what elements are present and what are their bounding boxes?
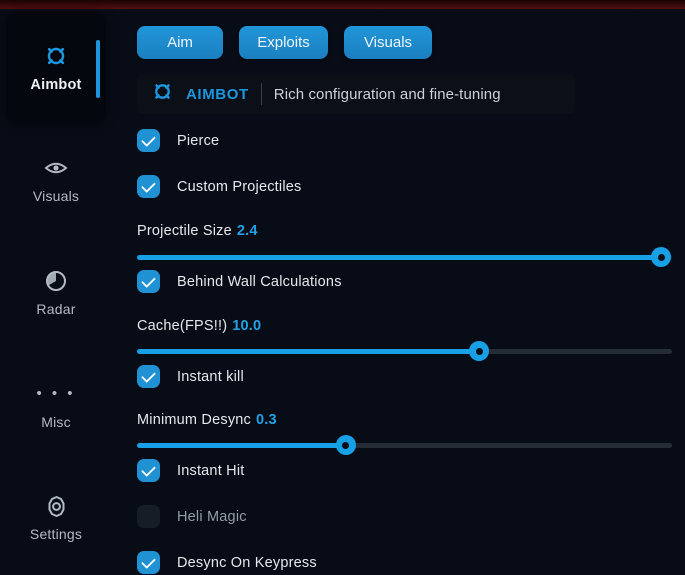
sidebar-item-radar[interactable]: Radar xyxy=(0,268,112,317)
slider-fill xyxy=(137,435,356,455)
slider-thumb[interactable] xyxy=(651,247,672,267)
projectile-size-slider[interactable] xyxy=(137,247,672,267)
checkbox-label: Instant Hit xyxy=(177,462,245,479)
top-red-strip xyxy=(0,0,685,9)
tab-visuals[interactable]: Visuals xyxy=(344,26,432,59)
slider-thumb[interactable] xyxy=(335,435,356,455)
slider-track[interactable] xyxy=(137,247,672,267)
sidebar-item-visuals[interactable]: Visuals xyxy=(0,155,112,204)
checkbox-custom-projectiles[interactable]: Custom Projectiles xyxy=(137,175,301,198)
main-panel: Aim Exploits Visuals AIMBOT Rich configu… xyxy=(137,0,673,575)
check-icon xyxy=(141,461,156,477)
checkbox-box[interactable] xyxy=(137,175,160,198)
slider-value: 0.3 xyxy=(256,412,277,428)
slider-label-minimum-desync: Minimum Desync 0.3 xyxy=(137,412,277,428)
slider-value: 2.4 xyxy=(236,223,258,239)
checkbox-pierce[interactable]: Pierce xyxy=(137,129,219,152)
checkbox-heli-magic[interactable]: Heli Magic xyxy=(137,505,247,528)
tab-aim[interactable]: Aim xyxy=(137,26,223,59)
sidebar-item-label: Settings xyxy=(29,526,83,542)
section-title: AIMBOT xyxy=(186,85,249,103)
slider-track[interactable] xyxy=(137,435,672,455)
sidebar-item-settings[interactable]: Settings xyxy=(0,493,112,542)
slider-thumb[interactable] xyxy=(469,341,490,361)
sidebar-item-label: Visuals xyxy=(32,188,80,204)
checkbox-box[interactable] xyxy=(137,551,160,574)
divider xyxy=(260,83,262,105)
cache-fps-slider[interactable] xyxy=(137,341,672,361)
slider-label-cache: Cache(FPS!!) 10.0 xyxy=(137,318,261,334)
slider-track[interactable] xyxy=(137,341,672,361)
check-icon xyxy=(141,272,156,288)
checkbox-desync-on-keypress[interactable]: Desync On Keypress xyxy=(137,551,317,574)
section-header: AIMBOT Rich configuration and fine-tunin… xyxy=(137,74,575,114)
radar-icon xyxy=(43,268,69,294)
slider-fill xyxy=(137,341,490,361)
slider-value: 10.0 xyxy=(232,318,262,334)
sidebar: Aimbot Visuals Radar • • • Misc xyxy=(0,9,118,575)
tab-bar: Aim Exploits Visuals xyxy=(137,26,432,59)
sidebar-item-misc[interactable]: • • • Misc xyxy=(0,381,112,430)
eye-icon xyxy=(43,155,69,181)
sidebar-item-label: Misc xyxy=(41,414,71,430)
sidebar-item-aimbot[interactable]: Aimbot xyxy=(7,12,105,124)
checkbox-behind-wall-calculations[interactable]: Behind Wall Calculations xyxy=(137,270,342,293)
checkbox-label: Instant kill xyxy=(177,368,244,385)
crosshair-icon xyxy=(151,80,174,108)
slider-fill xyxy=(137,247,672,267)
checkbox-label: Pierce xyxy=(177,132,220,149)
checkbox-box[interactable] xyxy=(137,459,160,482)
checkbox-instant-hit[interactable]: Instant Hit xyxy=(137,459,244,482)
slider-name: Minimum Desync xyxy=(137,412,251,428)
slider-name: Cache(FPS!!) xyxy=(137,318,228,334)
checkbox-label: Desync On Keypress xyxy=(177,554,317,571)
checkbox-box[interactable] xyxy=(137,129,160,152)
check-icon xyxy=(141,131,156,147)
sidebar-item-label: Radar xyxy=(36,301,76,317)
section-subtitle: Rich configuration and fine-tuning xyxy=(273,85,501,103)
crosshair-icon xyxy=(43,43,69,69)
checkbox-box[interactable] xyxy=(137,270,160,293)
slider-name: Projectile Size xyxy=(137,223,232,239)
check-icon xyxy=(141,553,156,569)
check-icon xyxy=(141,367,156,383)
checkbox-box[interactable] xyxy=(137,365,160,388)
gear-icon xyxy=(43,493,69,519)
minimum-desync-slider[interactable] xyxy=(137,435,672,455)
checkbox-instant-kill[interactable]: Instant kill xyxy=(137,365,244,388)
active-indicator-bar xyxy=(96,40,100,98)
sidebar-item-label: Aimbot xyxy=(30,77,82,93)
checkbox-label: Behind Wall Calculations xyxy=(177,273,342,290)
tab-exploits[interactable]: Exploits xyxy=(239,26,328,59)
ellipsis-icon: • • • xyxy=(36,385,76,402)
check-icon xyxy=(141,177,156,193)
checkbox-label: Custom Projectiles xyxy=(177,178,302,195)
checkbox-box[interactable] xyxy=(137,505,160,528)
slider-label-projectile-size: Projectile Size 2.4 xyxy=(137,223,258,239)
checkbox-label: Heli Magic xyxy=(177,508,247,525)
